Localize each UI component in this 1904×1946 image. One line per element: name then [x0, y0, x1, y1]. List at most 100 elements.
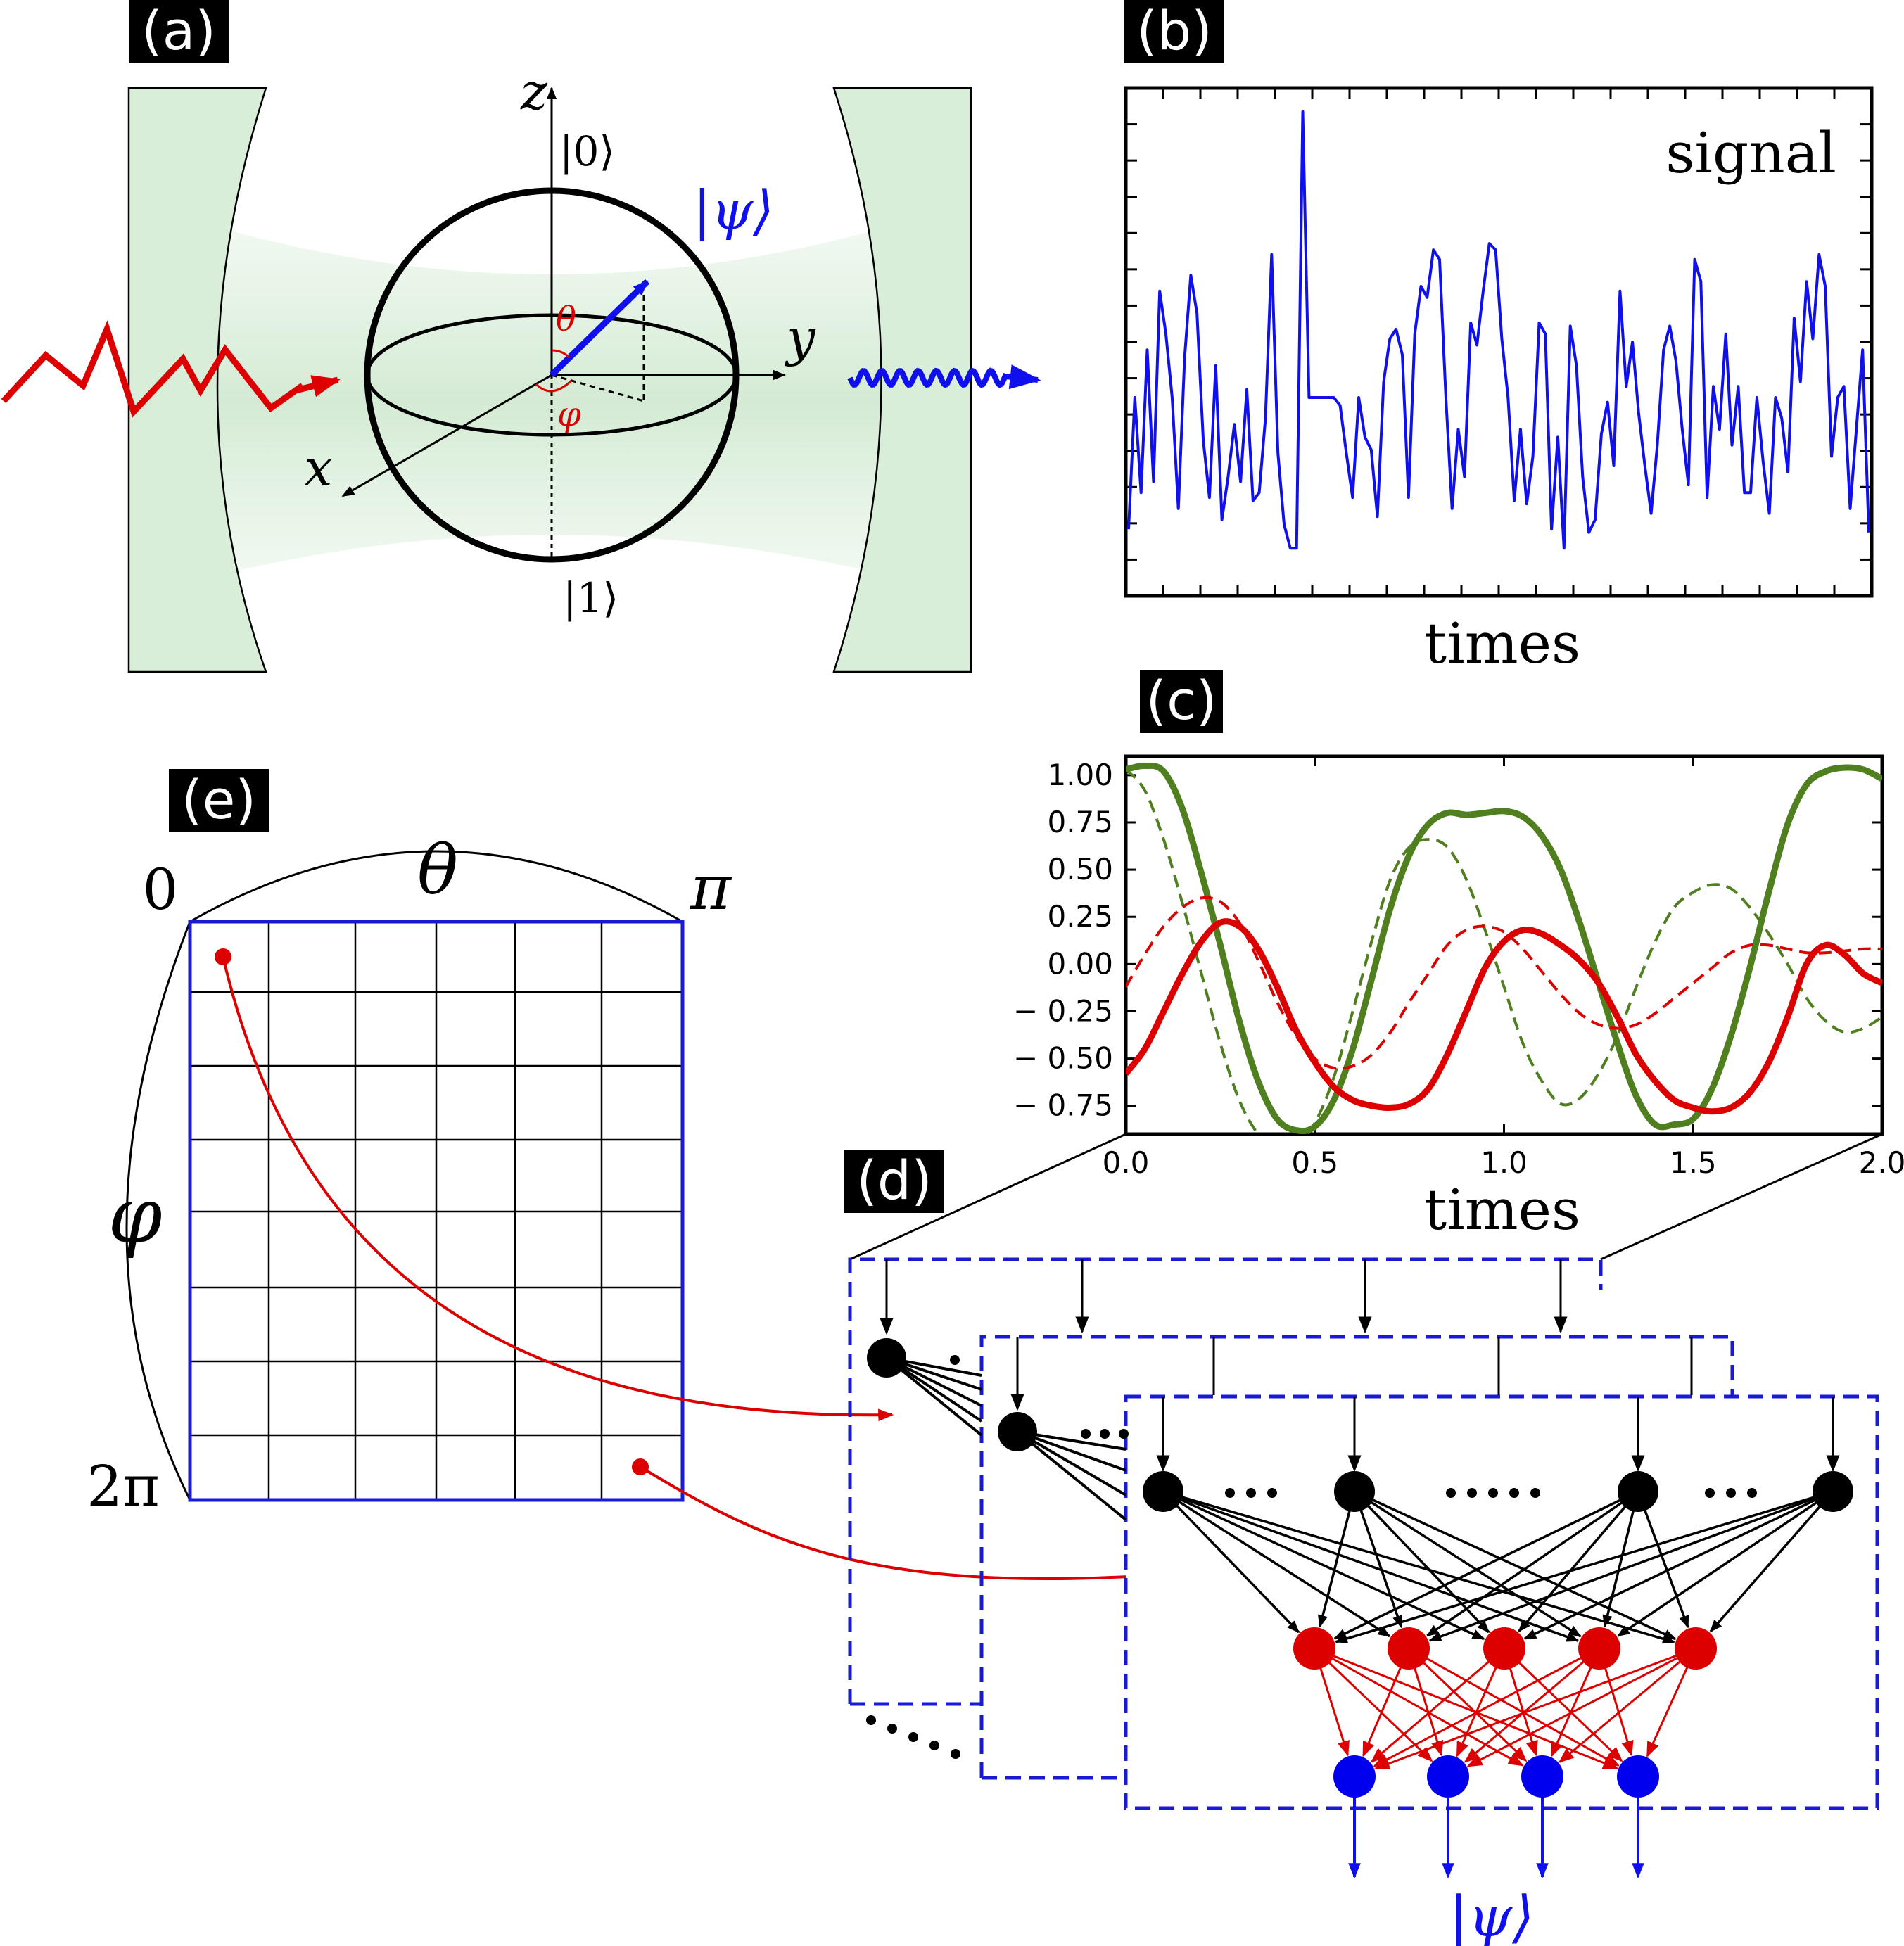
- phi-label: φ: [557, 395, 581, 434]
- input-node: [1618, 1471, 1658, 1512]
- y-tick-label: − 0.50: [1013, 1041, 1113, 1076]
- red-solid-series-line: [1126, 918, 1882, 1115]
- hidden-node: [1388, 1627, 1430, 1670]
- hidden-to-output-edge: [1373, 1647, 1600, 1767]
- input-photon: [1, 320, 305, 418]
- panel-b-signal-plot: (b) signal times: [1124, 0, 1874, 676]
- input-to-hidden-edge: [1602, 1491, 1639, 1628]
- input-to-hidden-edge: [1617, 1490, 1834, 1637]
- panel-e-parameter-grid: (e) 0 θ π φ 2π: [87, 768, 1197, 1581]
- input-to-hidden-edge: [1333, 1490, 1639, 1640]
- theta-start-label: 0: [143, 857, 179, 922]
- input-to-hidden-edge: [1354, 1490, 1677, 1641]
- input-ellipsis-dot: [1705, 1488, 1715, 1498]
- hidden-to-output-edge: [1314, 1647, 1525, 1767]
- phi-end-label: 2π: [87, 1454, 159, 1519]
- input-ellipsis-dot: [1509, 1488, 1519, 1498]
- psi-label: |ψ⟩: [693, 179, 774, 241]
- output-node: [1333, 1755, 1376, 1798]
- phi-axis-label: φ: [108, 1170, 162, 1260]
- phi-range-arc: [125, 921, 191, 1501]
- hidden-to-output-edge: [1314, 1647, 1619, 1769]
- theta-label: θ: [556, 300, 576, 339]
- panel-c-tag-text: (c): [1145, 669, 1217, 732]
- input-to-hidden-edge: [1428, 1490, 1834, 1642]
- hidden-node: [1578, 1627, 1620, 1670]
- mapping-arrow-end: [639, 1465, 1197, 1581]
- back-ellipsis-dot: [950, 1355, 960, 1365]
- theta-axis-label: θ: [417, 831, 458, 910]
- input-node: [1334, 1471, 1375, 1512]
- panel-e-tag-text: (e): [182, 768, 256, 831]
- projection-horizontal: [551, 374, 645, 402]
- panel-c-wave-plot: (c) 1.00 0.75 0.50 0.25 0.00 − 0.25 − 0.50 − 0.…: [1013, 669, 1904, 1242]
- hidden-to-output-edge: [1464, 1647, 1600, 1763]
- back-input-node: [867, 1338, 906, 1378]
- input-ellipsis-dot: [1246, 1488, 1256, 1498]
- x-tick-label: 0.5: [1291, 1145, 1338, 1180]
- input-ellipsis-dot: [1225, 1488, 1235, 1498]
- y-tick-label: − 0.75: [1013, 1088, 1113, 1123]
- theta-arc: [551, 349, 571, 359]
- state-vector: [549, 279, 650, 378]
- x-axis: [341, 374, 552, 497]
- output-node: [1427, 1755, 1469, 1798]
- parameter-grid-border: [188, 920, 685, 1502]
- input-ellipsis-dot: [1488, 1488, 1498, 1498]
- panel-e-tag: (e): [169, 768, 269, 832]
- green-dashed-series-line: [1126, 768, 1882, 1134]
- network-output-label: |ψ⟩: [1449, 1884, 1535, 1946]
- input-to-hidden-edge: [1354, 1490, 1582, 1638]
- middle-input-node: [998, 1412, 1037, 1451]
- panel-c-xlabel: times: [1424, 1177, 1580, 1242]
- input-node: [1143, 1471, 1183, 1512]
- stacked-frames-ellipsis: [866, 1715, 960, 1759]
- output-photon: [847, 367, 1009, 388]
- panel-d-neural-network: (d): [844, 1149, 1879, 1946]
- y-tick-label: 0.50: [1047, 852, 1113, 886]
- input-ellipsis-dot: [1446, 1488, 1456, 1498]
- ket-zero-label: |0⟩: [559, 127, 615, 175]
- hidden-to-output-edge: [1407, 1647, 1528, 1762]
- input-to-hidden-edge: [1162, 1490, 1580, 1642]
- middle-ellipsis-dot-3: [1119, 1429, 1129, 1439]
- signal-label: signal: [1665, 120, 1836, 186]
- input-ellipsis-dot: [1467, 1488, 1477, 1498]
- hidden-to-output-edge: [1503, 1647, 1623, 1762]
- green-solid-series-line: [1126, 762, 1882, 1134]
- zoom-connector-right: [1600, 1133, 1883, 1261]
- input-to-hidden-edge: [1162, 1490, 1676, 1644]
- x-tick-label: 0.0: [1103, 1145, 1150, 1180]
- input-ellipsis-dot: [1267, 1488, 1277, 1498]
- input-to-hidden-edge: [1518, 1490, 1639, 1633]
- input-to-hidden-edge: [1334, 1490, 1834, 1643]
- panel-b-plot-frame: [1124, 86, 1874, 598]
- panel-b-tag-text: (b): [1136, 0, 1212, 62]
- y-tick-label: 0.25: [1047, 899, 1113, 934]
- output-photon-arrow: [1005, 364, 1041, 390]
- hidden-to-output-edge: [1370, 1647, 1505, 1763]
- hidden-node: [1675, 1627, 1717, 1670]
- input-node: [1813, 1471, 1853, 1512]
- hidden-to-output-edge: [1408, 1647, 1620, 1767]
- middle-node-fanout: [1016, 1430, 1127, 1521]
- middle-ellipsis-dot-2: [1100, 1429, 1110, 1439]
- x-axis-label: x: [304, 438, 333, 497]
- phi-arc: [535, 379, 573, 393]
- input-to-hidden-edge: [1317, 1491, 1356, 1628]
- input-ellipsis-dot: [1747, 1488, 1757, 1498]
- hidden-node: [1293, 1627, 1335, 1670]
- ket-one-label: |1⟩: [563, 574, 618, 622]
- y-tick-label: 1.00: [1047, 758, 1113, 792]
- x-tick-label: 1.0: [1480, 1145, 1528, 1180]
- panel-c-series: [1126, 762, 1882, 1134]
- panel-b-xlabel: times: [1424, 611, 1580, 676]
- network-frame-middle: [979, 1335, 1734, 1778]
- parameter-grid: [190, 922, 683, 1500]
- input-ellipsis-dot: [1530, 1488, 1540, 1498]
- red-dashed-series-line: [1126, 896, 1882, 1070]
- panel-a-tag-text: (a): [141, 0, 216, 62]
- x-tick-label: 2.0: [1859, 1145, 1904, 1180]
- input-to-hidden-edge: [1709, 1490, 1834, 1633]
